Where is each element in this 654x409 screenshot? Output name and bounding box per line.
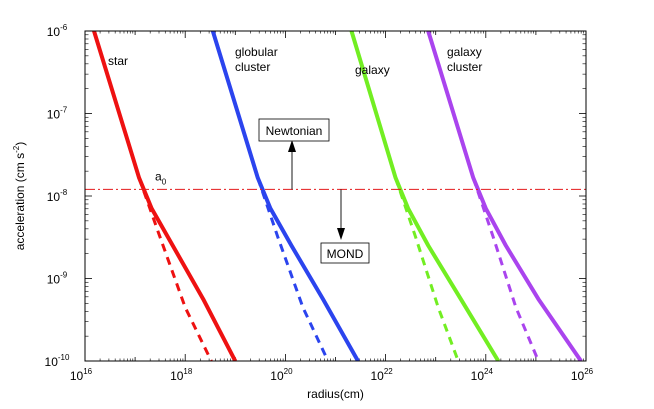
- y-tick-base: 10: [47, 25, 61, 39]
- x-tick-label: 1022: [370, 367, 393, 383]
- mond-curve-1: [210, 31, 360, 361]
- x-tick-base: 10: [170, 369, 184, 383]
- newtonian-label: Newtonian: [266, 124, 323, 138]
- plot-frame: [84, 30, 587, 362]
- a0-label-subscript: 0: [162, 177, 167, 186]
- newtonian-box: [258, 118, 330, 142]
- x-tick-exponent: 26: [584, 367, 593, 376]
- series-lines: [92, 31, 583, 361]
- x-tick-label: 1020: [270, 367, 293, 383]
- x-tick-label: 1018: [170, 367, 193, 383]
- y-tick-label: 10-6: [47, 23, 68, 39]
- y-tick-exponent: -9: [60, 271, 68, 280]
- y-tick-base: 10: [47, 273, 61, 287]
- a0-label: a0: [155, 169, 167, 186]
- x-tick-base: 10: [571, 369, 585, 383]
- series-label-1: globular cluster: [235, 45, 278, 74]
- series-label-2: galaxy: [355, 63, 390, 77]
- mond-arrowhead: [337, 228, 345, 240]
- x-tick-exponent: 24: [484, 367, 493, 376]
- y-tick-exponent: -8: [60, 188, 68, 197]
- series-label-line: galaxy: [447, 45, 482, 59]
- series-label-3: galaxy cluster: [447, 45, 482, 74]
- series-label-line: star: [108, 54, 128, 68]
- mond-curve-0: [92, 31, 238, 361]
- series-label-line: globular: [235, 45, 278, 59]
- x-tick-base: 10: [471, 369, 485, 383]
- x-tick-base: 10: [270, 369, 284, 383]
- series-label-line: cluster: [235, 60, 270, 74]
- mond-curve-3: [426, 31, 583, 361]
- x-tick-base: 10: [370, 369, 384, 383]
- y-tick-exponent: -6: [60, 23, 68, 32]
- newtonian-curve-3: [471, 177, 540, 361]
- y-tick-base: 10: [47, 190, 61, 204]
- a0-reference: a0: [85, 169, 586, 190]
- x-tick-base: 10: [70, 369, 84, 383]
- y-tick-exponent: -7: [60, 106, 68, 115]
- mond-box: [320, 242, 370, 264]
- y-tick-label: 10-7: [47, 106, 68, 122]
- newtonian-curve-1: [256, 177, 330, 361]
- a0-label-text: a: [155, 169, 162, 183]
- y-axis-title-main: acceleration (cm s: [13, 153, 27, 250]
- x-tick-label: 1016: [70, 367, 93, 383]
- y-axis-title: acceleration (cm s-2): [12, 142, 27, 251]
- newtonian-arrowhead: [288, 140, 296, 152]
- x-tick-label: 1024: [471, 367, 494, 383]
- x-tick-exponent: 18: [183, 367, 192, 376]
- y-tick-exponent: -10: [58, 353, 70, 362]
- y-tick-base: 10: [47, 108, 61, 122]
- axes: 1016 1018 1020 1022 1024 102610-1010-910-810-…: [12, 23, 594, 401]
- mond-curve-2: [349, 31, 501, 361]
- x-axis-title: radius(cm): [307, 387, 364, 401]
- y-axis-title-exponent: -2: [12, 145, 21, 153]
- x-tick-exponent: 20: [284, 367, 293, 376]
- x-tick-label: 1026: [571, 367, 594, 383]
- annotations: Newtonian MOND: [258, 118, 370, 264]
- series-label-line: cluster: [447, 60, 482, 74]
- x-tick-exponent: 22: [384, 367, 393, 376]
- y-tick-label: 10-9: [47, 271, 68, 287]
- y-tick-label: 10-8: [47, 188, 68, 204]
- mond-label: MOND: [327, 247, 364, 261]
- y-tick-base: 10: [45, 355, 59, 369]
- y-axis-title-close: ): [13, 142, 27, 146]
- series-label-line: galaxy: [355, 63, 390, 77]
- x-tick-exponent: 16: [83, 367, 92, 376]
- y-tick-label: 10-10: [45, 353, 70, 369]
- series-label-0: star: [108, 54, 128, 68]
